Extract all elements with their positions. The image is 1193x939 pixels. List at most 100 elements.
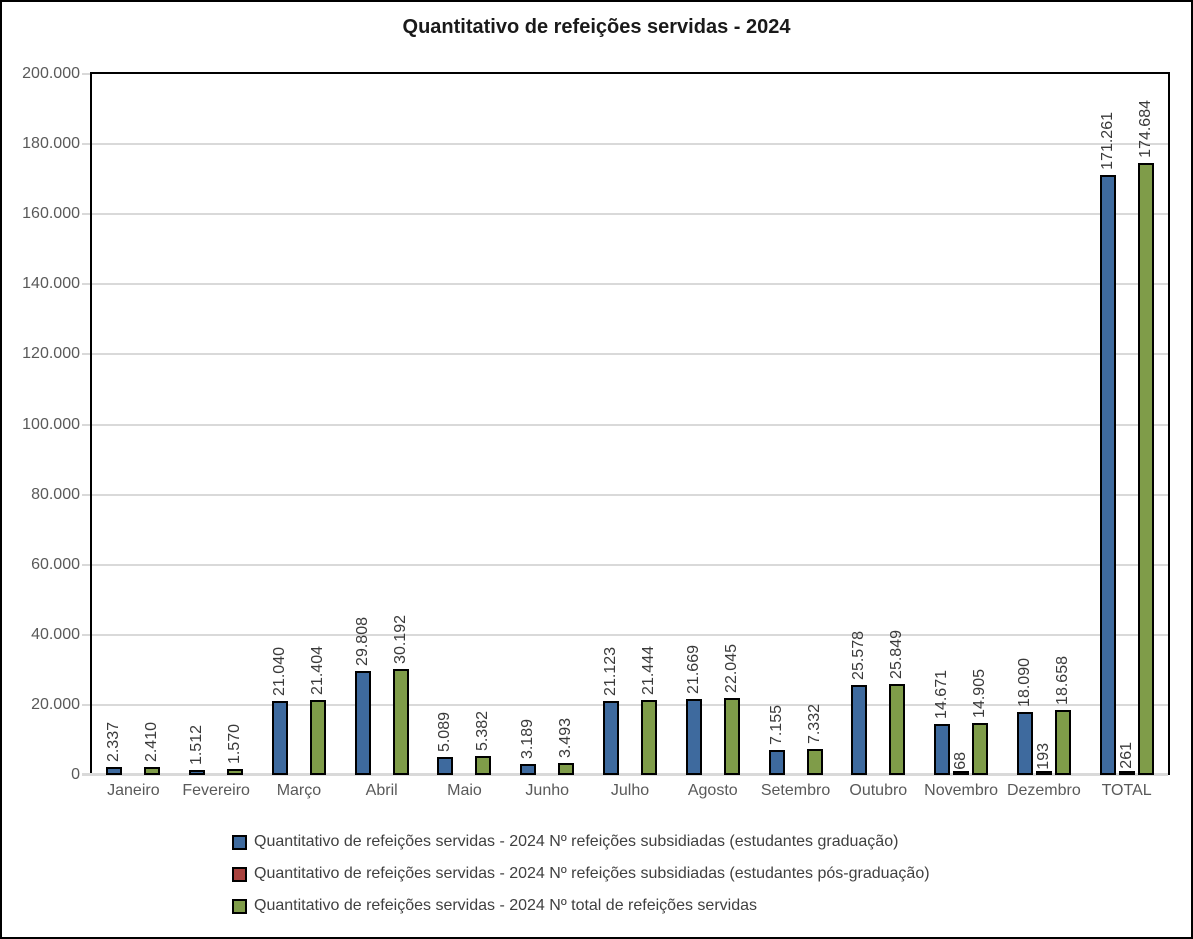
- legend-marker-pos-graduacao: [232, 866, 247, 882]
- legend-marker-total: [232, 898, 247, 914]
- bar-graduacao-abril: [354, 671, 371, 775]
- y-axis-tick: [82, 213, 90, 216]
- bar-value-label: 25.849: [888, 630, 906, 680]
- y-tick-label: 100.000: [22, 415, 80, 433]
- x-category-label: Fevereiro: [182, 782, 250, 799]
- bar-value-label: 25.578: [850, 631, 868, 681]
- bar-total-janeiro: [144, 767, 161, 775]
- y-gridline: [92, 423, 1168, 426]
- bar-value-label: 14.905: [971, 668, 989, 718]
- bar-total-fevereiro: [227, 769, 244, 775]
- bar-value-label: 21.040: [270, 647, 288, 697]
- bar-total-julho: [641, 700, 657, 775]
- bar-value-label: 1.570: [226, 724, 244, 765]
- x-category-label: Novembro: [924, 782, 998, 799]
- legend-row-graduacao: Quantitativo de refeições servidas - 202…: [232, 826, 930, 858]
- x-category-label: Janeiro: [107, 782, 160, 799]
- bar-graduacao-janeiro: [106, 767, 123, 775]
- bar-total-setembro: [806, 749, 823, 775]
- y-axis-tick: [82, 283, 90, 286]
- bar-value-label: 22.045: [722, 643, 740, 693]
- bar-value-label: 18.658: [1053, 655, 1071, 705]
- bar-graduacao-setembro: [768, 750, 785, 775]
- y-tick-label: 40.000: [31, 625, 80, 643]
- bar-graduacao-maio: [437, 757, 454, 775]
- x-category-label: Setembro: [760, 782, 831, 799]
- y-axis-tick: [82, 423, 90, 426]
- x-category-label: Maio: [447, 782, 482, 799]
- bar-total-agosto: [723, 698, 740, 775]
- legend-label-pos-graduacao: Quantitativo de refeições servidas - 202…: [254, 865, 930, 882]
- bar-graduacao-total: [1099, 175, 1116, 775]
- bar-value-label: 29.808: [353, 616, 371, 666]
- x-category-label: Agosto: [687, 782, 738, 799]
- bar-graduacao-outubro: [851, 685, 868, 775]
- bar-value-label: 171.261: [1098, 111, 1116, 170]
- bar-total-maio: [475, 756, 492, 775]
- y-tick-label: 120.000: [22, 345, 80, 363]
- legend-label-graduacao: Quantitativo de refeições servidas - 202…: [254, 833, 899, 850]
- y-gridline: [92, 353, 1168, 356]
- bar-graduacao-novembro: [934, 724, 951, 775]
- bar-total-novembro: [972, 723, 989, 775]
- bar-value-label: 3.493: [557, 717, 575, 758]
- y-gridline: [92, 493, 1168, 496]
- x-category-label: Março: [276, 782, 322, 799]
- x-category-label: Julho: [610, 782, 650, 799]
- legend: Quantitativo de refeições servidas - 202…: [232, 826, 930, 922]
- bar-total-dezembro: [1054, 710, 1071, 775]
- bar-pos-graduacao-dezembro: [1035, 771, 1052, 775]
- bar-value-label: 174.684: [1136, 99, 1154, 158]
- y-axis-tick: [82, 493, 90, 496]
- x-category-label: Abril: [365, 782, 398, 799]
- legend-row-total: Quantitativo de refeições servidas - 202…: [232, 890, 930, 922]
- bar-total-total: [1137, 163, 1154, 775]
- bar-value-label: 21.123: [602, 647, 619, 696]
- plot-area: 2.337 2.410 1.512 1.570 21.040 21.404 29.808 30…: [82, 72, 1170, 776]
- y-tick-label: 0: [71, 766, 80, 783]
- bar-value-label: 18.090: [1015, 657, 1033, 707]
- y-gridline: [92, 283, 1168, 286]
- y-gridline: [92, 563, 1168, 566]
- y-tick-label: 80.000: [31, 485, 80, 503]
- bar-value-label: 1.512: [188, 724, 206, 765]
- bar-value-label: 7.155: [767, 704, 785, 745]
- bar-value-label: 5.089: [436, 712, 454, 753]
- y-axis-tick: [82, 563, 90, 566]
- bar-total-outubro: [889, 684, 906, 775]
- bar-value-label: 14.671: [933, 669, 951, 719]
- y-axis-tick: [82, 143, 90, 146]
- y-tick-label: 60.000: [31, 555, 80, 573]
- bar-total-março: [309, 700, 326, 775]
- bar-value-label: 5.382: [474, 711, 492, 752]
- legend-label-total: Quantitativo de refeições servidas - 202…: [254, 897, 757, 914]
- bar-graduacao-fevereiro: [189, 770, 206, 775]
- legend-marker-graduacao: [232, 834, 247, 850]
- bar-graduacao-março: [271, 701, 288, 775]
- bar-graduacao-junho: [520, 764, 537, 775]
- bar-total-junho: [558, 763, 575, 775]
- y-tick-label: 140.000: [22, 275, 80, 293]
- bar-value-label: 7.332: [805, 704, 823, 745]
- bar-graduacao-dezembro: [1016, 712, 1033, 775]
- x-category-label: TOTAL: [1101, 782, 1152, 799]
- y-axis-tick: [82, 353, 90, 356]
- y-axis-tick: [82, 73, 90, 75]
- bar-value-label: 193: [1034, 742, 1052, 770]
- y-tick-label: 160.000: [22, 205, 80, 223]
- bar-value-label: 2.337: [105, 721, 123, 762]
- bar-value-label: 261: [1117, 742, 1135, 770]
- bar-total-abril: [392, 669, 409, 775]
- bar-graduacao-agosto: [685, 699, 702, 775]
- y-tick-label: 200.000: [22, 65, 80, 82]
- bar-value-label: 3.189: [519, 718, 537, 759]
- x-category-label: Dezembro: [1006, 782, 1081, 799]
- bar-value-label: 21.669: [684, 645, 702, 695]
- bar-pos-graduacao-total: [1118, 771, 1135, 775]
- x-category-label: Outubro: [849, 782, 908, 799]
- bar-value-label: 68: [952, 751, 970, 770]
- x-axis-line: [82, 773, 1168, 776]
- bar-value-label: 30.192: [391, 615, 409, 665]
- legend-row-pos-graduacao: Quantitativo de refeições servidas - 202…: [232, 858, 930, 890]
